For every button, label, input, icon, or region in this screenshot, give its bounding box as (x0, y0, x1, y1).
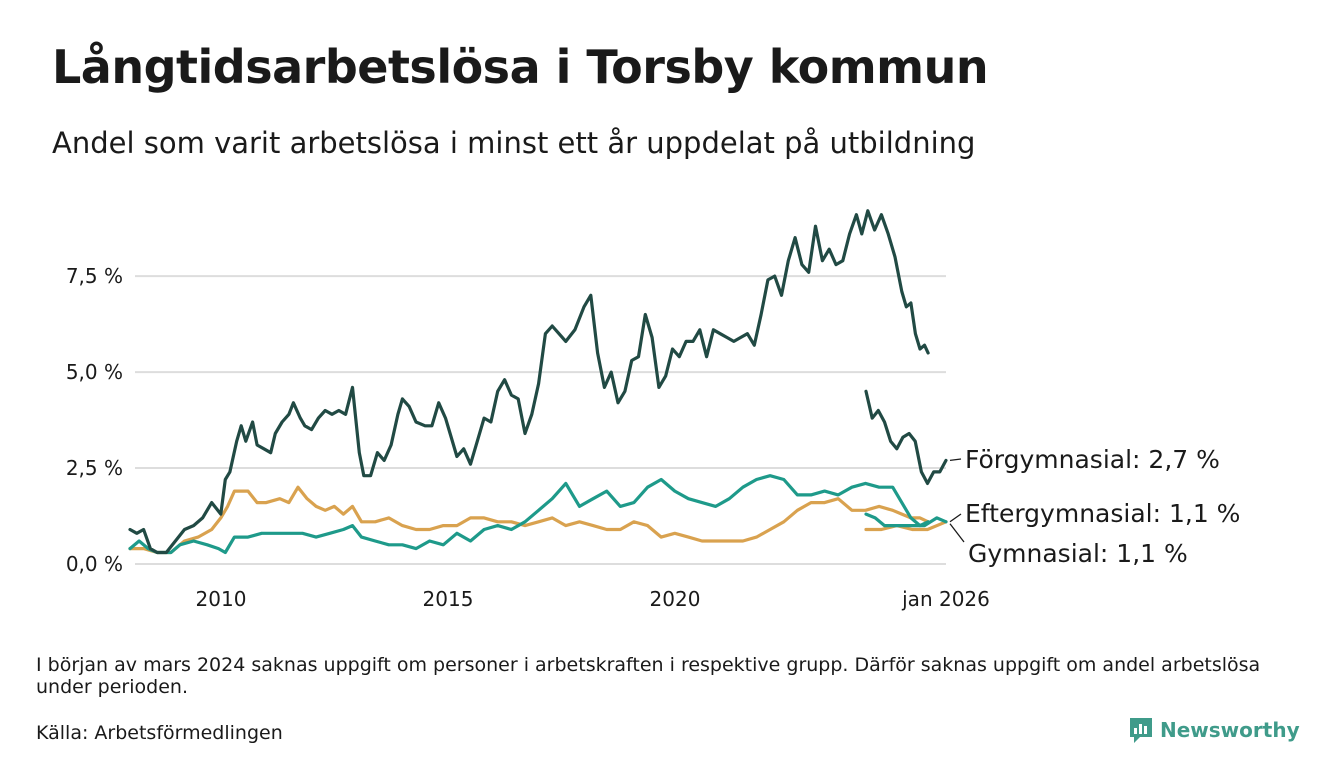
brand-name: Newsworthy (1160, 718, 1300, 742)
series-line-eftergymnasial-recent (864, 520, 948, 532)
chart-title: Långtidsarbetslösa i Torsby kommun (52, 40, 989, 94)
series-label: Gymnasial: 1,1 % (968, 539, 1188, 568)
series-lines (128, 209, 948, 555)
y-tick-label: 5,0 % (66, 360, 123, 384)
y-tick-label: 7,5 % (66, 264, 123, 288)
series-line-eftergymnasial (128, 485, 930, 555)
leader-line (949, 458, 962, 461)
y-axis: 0,0 % 2,5 % 5,0 % 7,5 % (66, 264, 123, 576)
newsworthy-logo: Newsworthy (1128, 716, 1300, 744)
series-label: Förgymnasial: 2,7 % (965, 445, 1220, 474)
footnote: I början av mars 2024 saknas uppgift om … (36, 654, 1261, 698)
series-end-labels: Förgymnasial: 2,7 % Eftergymnasial: 1,1 %… (949, 445, 1240, 568)
x-tick-label: 2020 (650, 587, 701, 611)
series-line-gymnasial (128, 474, 930, 555)
series-line-forgymnasial-recent (864, 389, 948, 485)
x-tick-label: jan 2026 (901, 587, 990, 611)
y-tick-label: 2,5 % (66, 456, 123, 480)
chart-bubble-icon (1130, 718, 1152, 743)
x-axis: 2010 2015 2020 jan 2026 (196, 587, 990, 611)
line-chart: 0,0 % 2,5 % 5,0 % 7,5 % 2010 2015 2020 jan 202… (66, 209, 1240, 611)
y-tick-label: 0,0 % (66, 552, 123, 576)
source-note: Källa: Arbetsförmedlingen (36, 722, 283, 744)
series-line-forgymnasial (128, 209, 930, 555)
leader-line (949, 513, 962, 523)
leader-line (949, 523, 965, 543)
series-line-gymnasial-recent (864, 512, 948, 528)
chart-subtitle: Andel som varit arbetslösa i minst ett å… (52, 126, 976, 160)
x-tick-label: 2010 (196, 587, 247, 611)
x-tick-label: 2015 (423, 587, 474, 611)
series-label: Eftergymnasial: 1,1 % (965, 499, 1240, 528)
